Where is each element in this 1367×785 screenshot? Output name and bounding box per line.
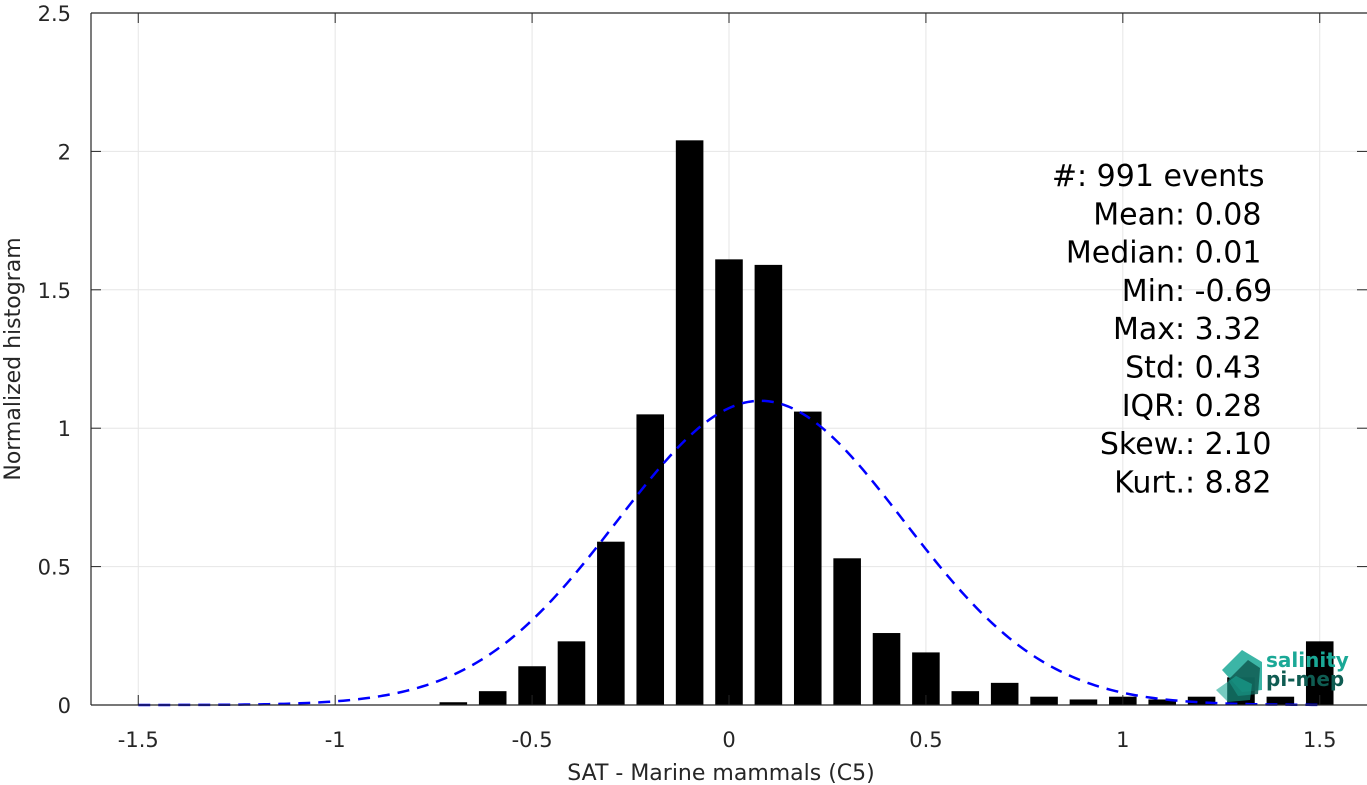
stat-label: Min (1122, 274, 1175, 309)
stat-label: Mean (1093, 197, 1175, 232)
histogram-bar (951, 691, 980, 705)
histogram-bar (557, 641, 586, 705)
histogram-bar (1266, 696, 1295, 705)
y-tick-label: 0 (58, 694, 71, 718)
stat-value: : 0.08 (1175, 197, 1261, 232)
logo-line2: pi-mep (1266, 667, 1344, 691)
y-tick-label: 1.5 (38, 279, 71, 303)
histogram-bar (1030, 696, 1058, 705)
histogram-bar (754, 264, 783, 705)
histogram-bar (1148, 699, 1176, 705)
histogram-bar (478, 691, 507, 705)
stat-value: : 0.01 (1175, 236, 1261, 271)
histogram-bar (636, 414, 665, 705)
histogram-bar (833, 558, 861, 705)
histogram-bar (597, 541, 625, 705)
y-axis-label: Normalized histogram (1, 237, 26, 480)
stat-value: : 991 events (1077, 159, 1265, 194)
x-tick-label: -0.5 (512, 728, 553, 752)
stat-value: : 3.32 (1175, 312, 1261, 347)
stat-label: Median (1066, 236, 1175, 271)
bars-layer (439, 140, 1334, 705)
stat-value: : -0.69 (1175, 274, 1272, 309)
logo-line1: salinity (1266, 648, 1349, 672)
stat-value: : 2.10 (1185, 427, 1271, 462)
x-tick-label: 1 (1116, 728, 1129, 752)
y-tick-label: 2 (58, 140, 71, 164)
histogram-bar (793, 411, 822, 705)
y-tick-label: 1 (58, 417, 71, 441)
stat-label: Max (1113, 312, 1175, 347)
stat-label: Std (1125, 351, 1175, 386)
stat-label: Kurt. (1114, 465, 1185, 500)
histogram-bar (675, 140, 704, 705)
histogram-bar (1187, 696, 1216, 705)
histogram-bar (439, 702, 468, 705)
normal-fit-curve (138, 399, 1320, 707)
salinity-pimep-logo-icon (1216, 650, 1262, 702)
histogram-bar (1069, 699, 1098, 705)
stat-value: : 0.43 (1175, 351, 1261, 386)
x-tick-label: 0 (722, 728, 735, 752)
stat-value: : 8.82 (1185, 465, 1271, 500)
x-tick-label: -1.5 (118, 728, 159, 752)
stat-label: # (1052, 159, 1077, 194)
x-tick-label: 0.5 (909, 728, 942, 752)
y-tick-label: 0.5 (38, 556, 71, 580)
stat-label: Skew. (1100, 427, 1185, 462)
histogram-bar (1305, 641, 1334, 705)
salinity-pimep-logo: salinity pi-mep (1216, 648, 1349, 702)
x-axis-label: SAT - Marine mammals (C5) (567, 761, 875, 785)
x-tick-label: 1.5 (1303, 728, 1336, 752)
histogram-bar (715, 259, 743, 705)
y-tick-label: 2.5 (38, 2, 71, 26)
stat-value: : 0.28 (1175, 389, 1261, 424)
stat-label: IQR (1122, 389, 1175, 424)
histogram-bar (990, 682, 1019, 705)
histogram-bar (872, 633, 901, 705)
x-tick-label: -1 (325, 728, 346, 752)
ticks-layer: -1.5 -1 -0.5 0 0.5 1 1.5 0 0.5 1 1.5 2 2.5 (38, 2, 1367, 752)
